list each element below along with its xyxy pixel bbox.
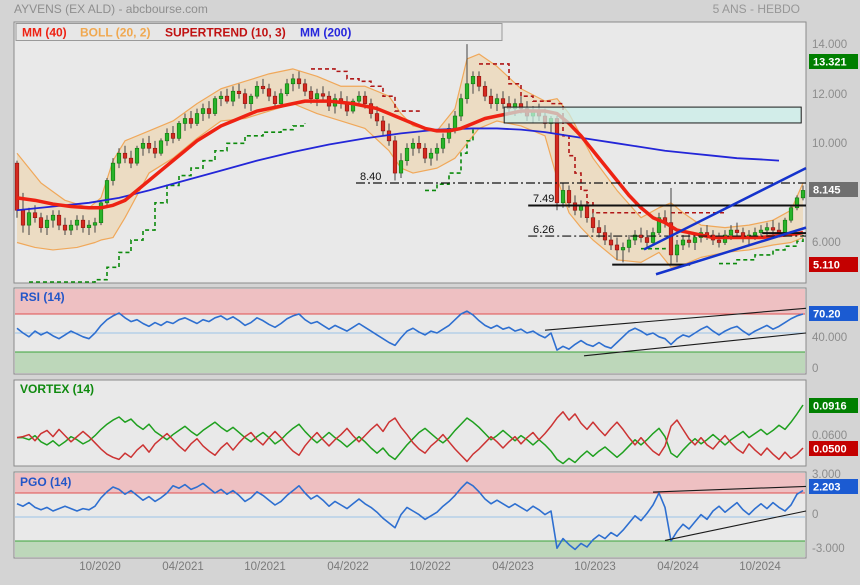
pgo-tick-0: 0	[812, 509, 818, 521]
price-badge-low: 5.110	[809, 257, 858, 272]
svg-text:0.0500: 0.0500	[813, 444, 847, 456]
rsi-series	[16, 307, 807, 357]
rsi-panel-label: RSI (14)	[20, 290, 65, 304]
main-chart-series	[14, 44, 807, 283]
date-label: 10/2020	[79, 561, 121, 573]
pgo-upper-band	[15, 473, 805, 493]
svg-text:2.203: 2.203	[813, 482, 841, 494]
legend-item-supertrend[interactable]: SUPERTREND (10, 3)	[165, 26, 286, 40]
date-label: 04/2022	[327, 561, 369, 573]
date-label: 04/2024	[657, 561, 699, 573]
level-label-626: 6.26	[533, 224, 554, 236]
main-tick-12000: 12.000	[812, 89, 847, 101]
page-title: AYVENS (EX ALD) - abcbourse.com	[14, 2, 208, 16]
pgo-lower-band	[15, 541, 805, 557]
svg-text:13.321: 13.321	[813, 57, 847, 69]
price-badge-high: 13.321	[809, 54, 858, 69]
pgo-series	[16, 481, 807, 551]
legend-box	[15, 23, 503, 41]
vortex-panel-label: VORTEX (14)	[20, 382, 94, 396]
vortex-badge-minus: 0.0500	[809, 441, 858, 456]
svg-text:70.20: 70.20	[813, 309, 841, 321]
date-label: 10/2024	[739, 561, 781, 573]
pgo-panel-label: PGO (14)	[20, 475, 71, 489]
svg-text:8.145: 8.145	[813, 185, 841, 197]
svg-text:0.0916: 0.0916	[813, 401, 847, 413]
rsi-tick-0: 0	[812, 363, 818, 375]
vortex-badge-plus: 0.0916	[809, 398, 858, 413]
rsi-badge: 70.20	[809, 306, 858, 321]
level-label-749: 7.49	[533, 193, 554, 205]
pgo-tick-3: 3.000	[812, 469, 841, 481]
legend-item-mm200[interactable]: MM (200)	[300, 26, 351, 40]
date-axis: 10/2020 04/2021 10/2021 04/2022 10/2022 …	[79, 561, 781, 573]
date-label: 10/2022	[409, 561, 451, 573]
rsi-tick-40: 40.000	[812, 332, 847, 344]
pgo-tick-neg3: -3.000	[812, 543, 845, 555]
legend-item-boll[interactable]: BOLL (20, 2)	[80, 26, 150, 40]
price-badge-current: 8.145	[809, 182, 858, 197]
rsi-oversold-band	[15, 352, 805, 373]
main-tick-14000: 14.000	[812, 39, 847, 51]
level-label-840: 8.40	[360, 171, 381, 183]
date-label: 10/2021	[244, 561, 286, 573]
date-label: 04/2021	[162, 561, 204, 573]
main-tick-6000: 6.000	[812, 237, 841, 249]
timeframe-label: 5 ANS - HEBDO	[713, 2, 800, 16]
vortex-panel[interactable]	[13, 379, 807, 467]
date-label: 04/2023	[492, 561, 534, 573]
svg-text:5.110: 5.110	[813, 260, 840, 272]
vortex-tick-hidden: 0.0600	[812, 430, 847, 442]
vortex-series	[16, 404, 804, 465]
rsi-overbought-band	[15, 289, 805, 314]
date-label: 10/2023	[574, 561, 616, 573]
pgo-badge: 2.203	[809, 479, 858, 494]
main-tick-10000: 10.000	[812, 138, 847, 150]
legend-item-mm40[interactable]: MM (40)	[22, 26, 67, 40]
